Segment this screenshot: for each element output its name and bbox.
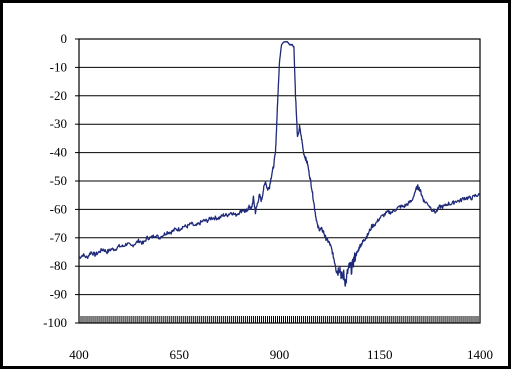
y-tick-label: -20 — [50, 88, 67, 103]
y-tick-label: -10 — [50, 59, 67, 74]
x-tick-label: 1150 — [367, 347, 393, 362]
y-tick-label: -100 — [43, 315, 67, 330]
y-tick-label: -30 — [50, 116, 67, 131]
y-tick-label: 0 — [61, 31, 68, 46]
y-tick-label: -80 — [50, 258, 67, 273]
x-tick-label: 900 — [270, 347, 290, 362]
x-tick-label: 1400 — [467, 347, 493, 362]
y-tick-label: -50 — [50, 173, 67, 188]
y-tick-label: -60 — [50, 201, 67, 216]
series-line-0 — [78, 40, 481, 287]
y-tick-label: -70 — [50, 230, 67, 245]
x-tick-label: 400 — [69, 347, 89, 362]
y-tick-label: -40 — [50, 145, 67, 160]
x-tick-label: 650 — [170, 347, 190, 362]
y-tick-label: -90 — [50, 287, 67, 302]
line-chart: 0 -10 -20 -30 -40 -50 -60 -70 -80 -90 -100 400 650 90… — [43, 31, 493, 362]
